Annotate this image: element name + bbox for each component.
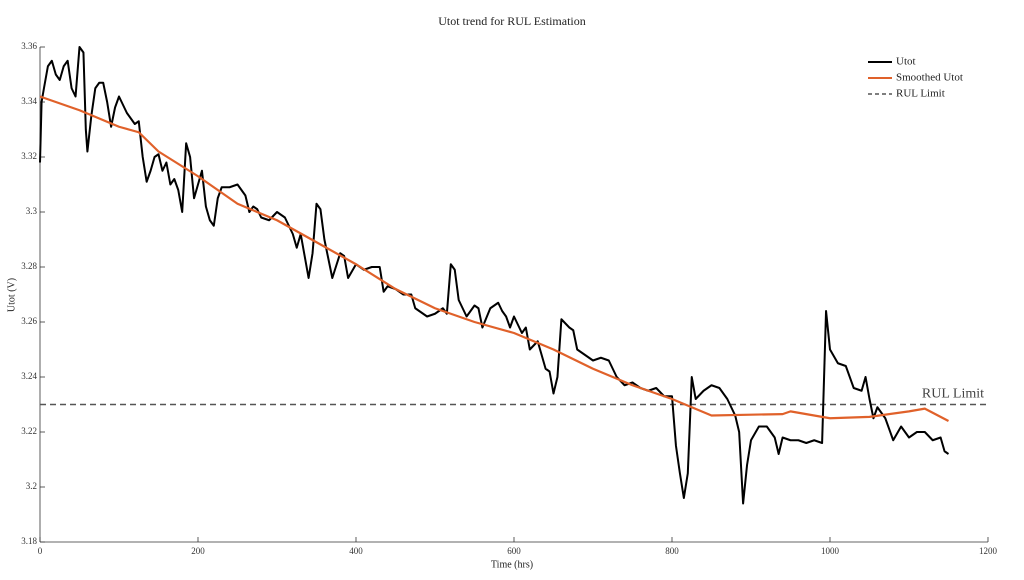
x-tick-label: 1000 bbox=[821, 546, 840, 556]
y-tick-label: 3.18 bbox=[21, 536, 37, 546]
y-tick-label: 3.22 bbox=[21, 426, 37, 436]
y-tick-label: 3.32 bbox=[21, 151, 37, 161]
y-tick-label: 3.2 bbox=[26, 481, 37, 491]
legend-label: RUL Limit bbox=[896, 88, 945, 100]
y-tick-label: 3.36 bbox=[21, 41, 37, 51]
y-tick-label: 3.34 bbox=[21, 96, 37, 106]
reference-label: RUL Limit bbox=[922, 387, 984, 402]
legend-label: Smoothed Utot bbox=[896, 72, 963, 84]
y-tick-label: 3.28 bbox=[21, 261, 37, 271]
x-tick-label: 1200 bbox=[979, 546, 998, 556]
y-tick-label: 3.24 bbox=[21, 371, 37, 381]
x-tick-label: 800 bbox=[665, 546, 679, 556]
x-axis-title: Time (hrs) bbox=[491, 559, 533, 570]
x-tick-label: 200 bbox=[191, 546, 205, 556]
y-tick-label: 3.26 bbox=[21, 316, 37, 326]
x-tick-label: 400 bbox=[349, 546, 363, 556]
legend-label: Utot bbox=[896, 56, 916, 68]
y-tick-label: 3.3 bbox=[26, 206, 38, 216]
series-line bbox=[39, 46, 950, 505]
x-tick-label: 0 bbox=[38, 546, 43, 556]
chart-title: Utot trend for RUL Estimation bbox=[438, 14, 586, 28]
y-axis-title: Utot (V) bbox=[6, 278, 17, 312]
series-line bbox=[39, 95, 950, 422]
x-tick-label: 600 bbox=[507, 546, 521, 556]
